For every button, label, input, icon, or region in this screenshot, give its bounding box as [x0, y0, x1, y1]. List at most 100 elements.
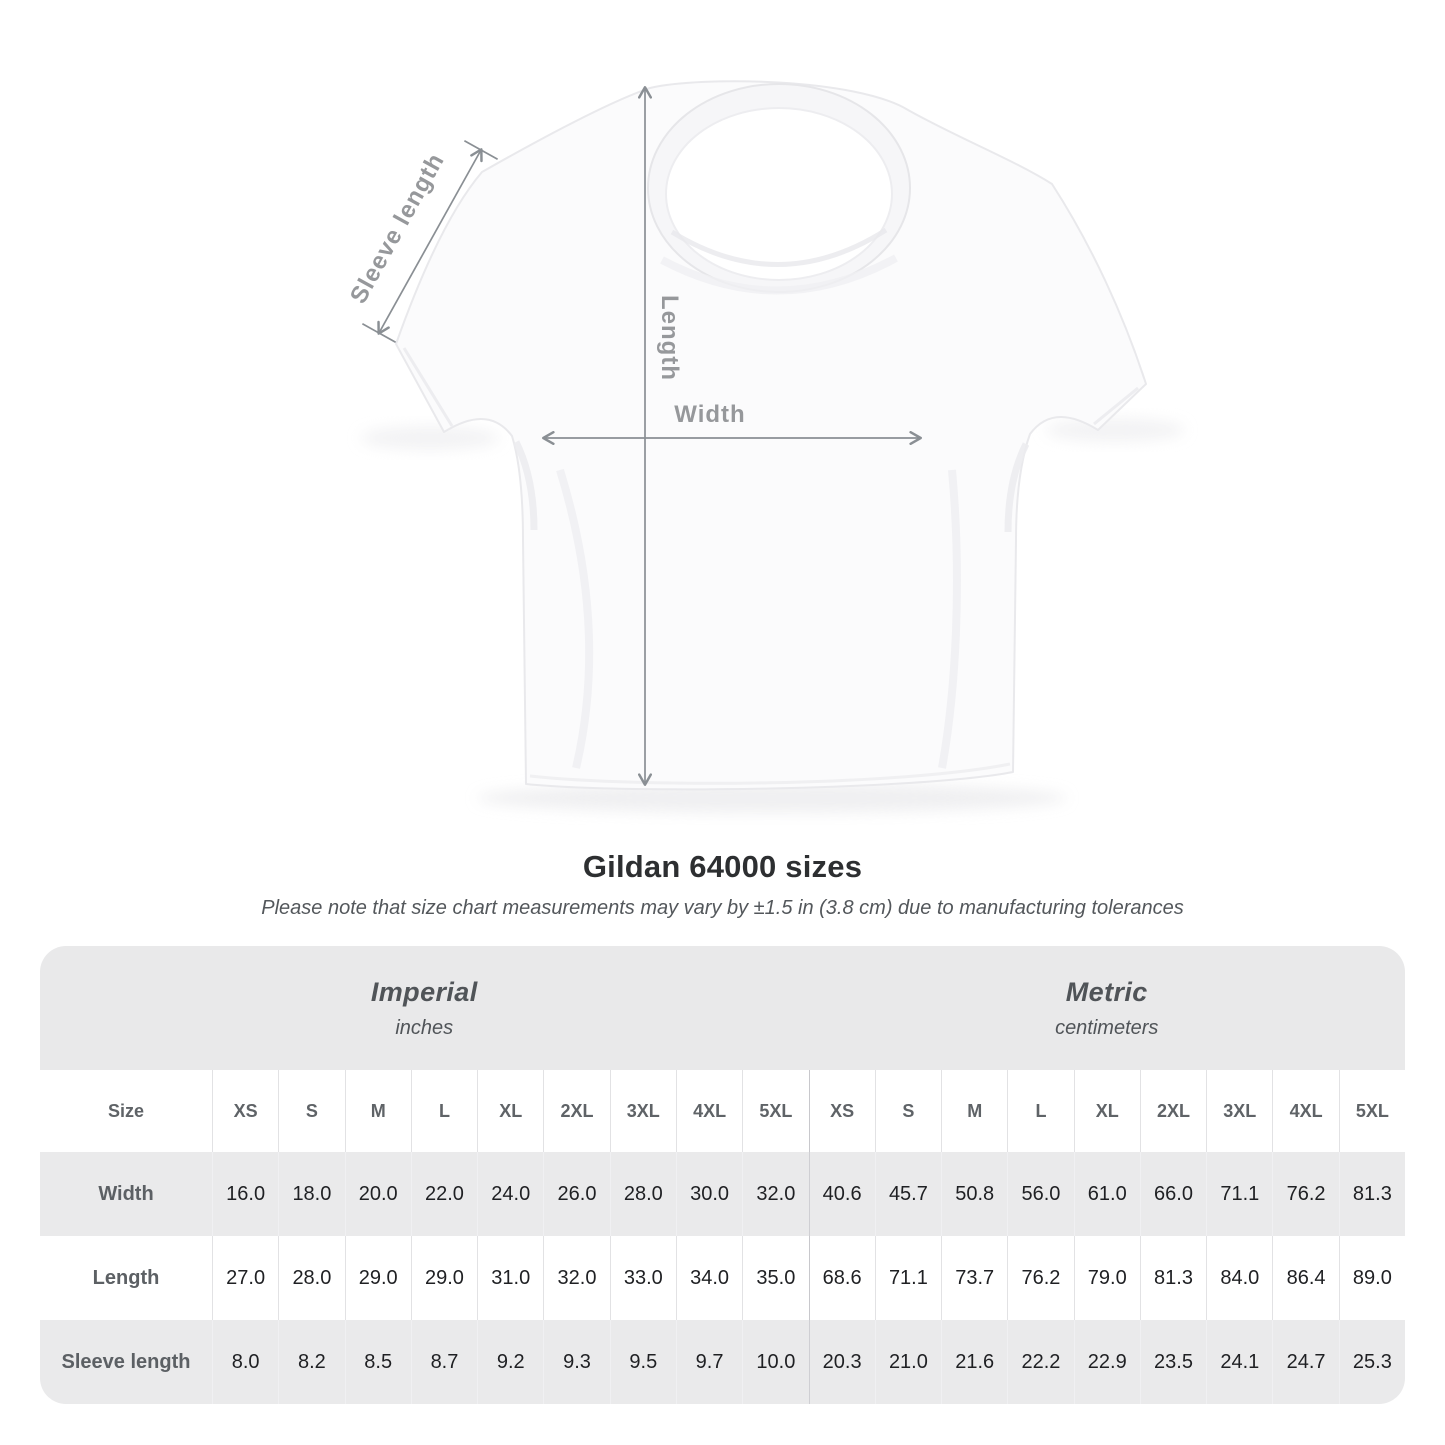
imperial-header: Imperial inches: [40, 946, 809, 1070]
value-cell-metric: 76.2: [1272, 1152, 1339, 1236]
value-cell-imperial: 26.0: [543, 1152, 610, 1236]
hem-stitch: [529, 762, 1011, 785]
value-cell-imperial: 27.0: [212, 1236, 278, 1320]
value-cell-metric: 21.0: [874, 1320, 942, 1404]
sleeve-hem-left: [402, 347, 454, 427]
value-cell-metric: 68.6: [808, 1236, 875, 1320]
row-label: Length: [92, 1266, 160, 1289]
value-cell-imperial: 32.0: [742, 1152, 809, 1236]
value-cell-imperial: 9.5: [609, 1320, 676, 1404]
value-cell-metric: 79.0: [1073, 1236, 1140, 1320]
length-label: Length: [656, 295, 683, 381]
value-cell-imperial: 16.0: [212, 1152, 279, 1236]
size-header-imperial: L: [410, 1070, 477, 1152]
value-cell-metric: 40.6: [808, 1152, 875, 1236]
value-cell-metric: 81.3: [1338, 1152, 1405, 1236]
tshirt-graphic: Length Width Sleeve length: [345, 80, 1185, 813]
size-header-imperial: XL: [477, 1070, 543, 1152]
value-cell-imperial: 9.2: [477, 1320, 544, 1404]
value-cell-imperial: 28.0: [278, 1236, 344, 1320]
value-cell-imperial: 31.0: [477, 1236, 543, 1320]
value-cell-imperial: 34.0: [675, 1236, 742, 1320]
value-cell-imperial: 20.0: [344, 1152, 411, 1236]
shirt-shadow-right-sleeve: [1045, 418, 1185, 442]
value-cell-metric: 25.3: [1338, 1320, 1405, 1404]
value-cell-metric: 20.3: [808, 1320, 875, 1404]
size-header-metric: L: [1007, 1070, 1073, 1152]
size-header-metric: XS: [808, 1070, 875, 1152]
value-cell-imperial: 10.0: [742, 1320, 809, 1404]
size-header-imperial: 4XL: [675, 1070, 742, 1152]
value-cell-imperial: 32.0: [543, 1236, 609, 1320]
value-cell-metric: 71.1: [874, 1236, 941, 1320]
collar-under-shadow: [660, 254, 898, 295]
collar-inner: [665, 107, 893, 281]
value-cell-metric: 61.0: [1073, 1152, 1140, 1236]
imperial-label: Imperial: [370, 976, 478, 1007]
value-cell-imperial: 8.5: [344, 1320, 411, 1404]
tolerance-note: Please note that size chart measurements…: [261, 897, 1184, 919]
page-title: Gildan 64000 sizes: [582, 849, 863, 884]
value-cell-imperial: 18.0: [278, 1152, 345, 1236]
value-cell-imperial: 8.7: [410, 1320, 478, 1404]
value-cell-imperial: 22.0: [410, 1152, 478, 1236]
size-header-metric: M: [941, 1070, 1007, 1152]
value-cell-metric: 89.0: [1338, 1236, 1405, 1320]
sleeve-length-cap-top: [463, 139, 499, 161]
value-cell-imperial: 30.0: [675, 1152, 743, 1236]
value-cell-metric: 73.7: [941, 1236, 1007, 1320]
metric-unit-label: centimeters: [1055, 1016, 1159, 1039]
value-cell-metric: 21.6: [941, 1320, 1008, 1404]
shirt-shadow-left-sleeve: [360, 426, 500, 450]
value-cell-imperial: 29.0: [410, 1236, 477, 1320]
unit-header-row: Imperial inches Metric centimeters: [40, 946, 1405, 1070]
value-cell-imperial: 29.0: [344, 1236, 411, 1320]
size-header-imperial: S: [278, 1070, 344, 1152]
underarm-shadow-left: [512, 440, 538, 531]
size-header-metric: XL: [1073, 1070, 1140, 1152]
metric-header: Metric centimeters: [809, 946, 1406, 1070]
imperial-unit-label: inches: [395, 1016, 454, 1039]
sleeve-length-cap-bottom: [361, 322, 397, 344]
size-header-imperial: XS: [212, 1070, 278, 1152]
value-cell-metric: 81.3: [1139, 1236, 1206, 1320]
row-label: Width: [40, 1152, 212, 1236]
value-cell-imperial: 9.7: [675, 1320, 743, 1404]
value-cell-imperial: 9.3: [543, 1320, 610, 1404]
metric-label: Metric: [1065, 976, 1148, 1007]
value-cell-imperial: 35.0: [742, 1236, 808, 1320]
collar-shadow: [670, 227, 888, 267]
fold-left: [556, 468, 594, 769]
value-cell-imperial: 24.0: [477, 1152, 544, 1236]
value-cell-metric: 22.2: [1007, 1320, 1074, 1404]
value-cell-metric: 24.1: [1206, 1320, 1273, 1404]
value-cell-imperial: 33.0: [609, 1236, 676, 1320]
size-header-imperial: 5XL: [742, 1070, 808, 1152]
shirt-shadow: [477, 783, 1067, 813]
size-header-imperial: 3XL: [609, 1070, 676, 1152]
value-cell-metric: 50.8: [941, 1152, 1008, 1236]
underarm-shadow-right: [1004, 442, 1030, 533]
sleeve-length-arrow: [377, 148, 483, 335]
size-header-imperial: 2XL: [543, 1070, 609, 1152]
size-header-metric: 4XL: [1272, 1070, 1338, 1152]
size-grid: Size XS S M L XL 2XL 3XL 4XL 5XL XS S M L XL 2XL 3XL 4XL 5…: [40, 1070, 1405, 1404]
size-column-header: Size: [107, 1100, 145, 1121]
value-cell-imperial: 28.0: [609, 1152, 676, 1236]
row-label: Sleeve length: [40, 1320, 212, 1404]
size-header-metric: 5XL: [1338, 1070, 1405, 1152]
value-cell-metric: 84.0: [1206, 1236, 1272, 1320]
value-cell-metric: 23.5: [1139, 1320, 1207, 1404]
size-header-metric: S: [874, 1070, 941, 1152]
value-cell-metric: 71.1: [1206, 1152, 1273, 1236]
value-cell-metric: 66.0: [1139, 1152, 1207, 1236]
size-header-imperial: M: [344, 1070, 411, 1152]
size-header-metric: 3XL: [1206, 1070, 1272, 1152]
sleeve-hem-right: [1093, 386, 1139, 426]
value-cell-metric: 56.0: [1007, 1152, 1074, 1236]
value-cell-metric: 24.7: [1272, 1320, 1339, 1404]
size-chart-table: Imperial inches Metric centimeters Size X…: [40, 946, 1405, 1404]
fold-right: [938, 469, 961, 769]
width-label: Width: [674, 401, 745, 428]
value-cell-imperial: 8.2: [278, 1320, 345, 1404]
